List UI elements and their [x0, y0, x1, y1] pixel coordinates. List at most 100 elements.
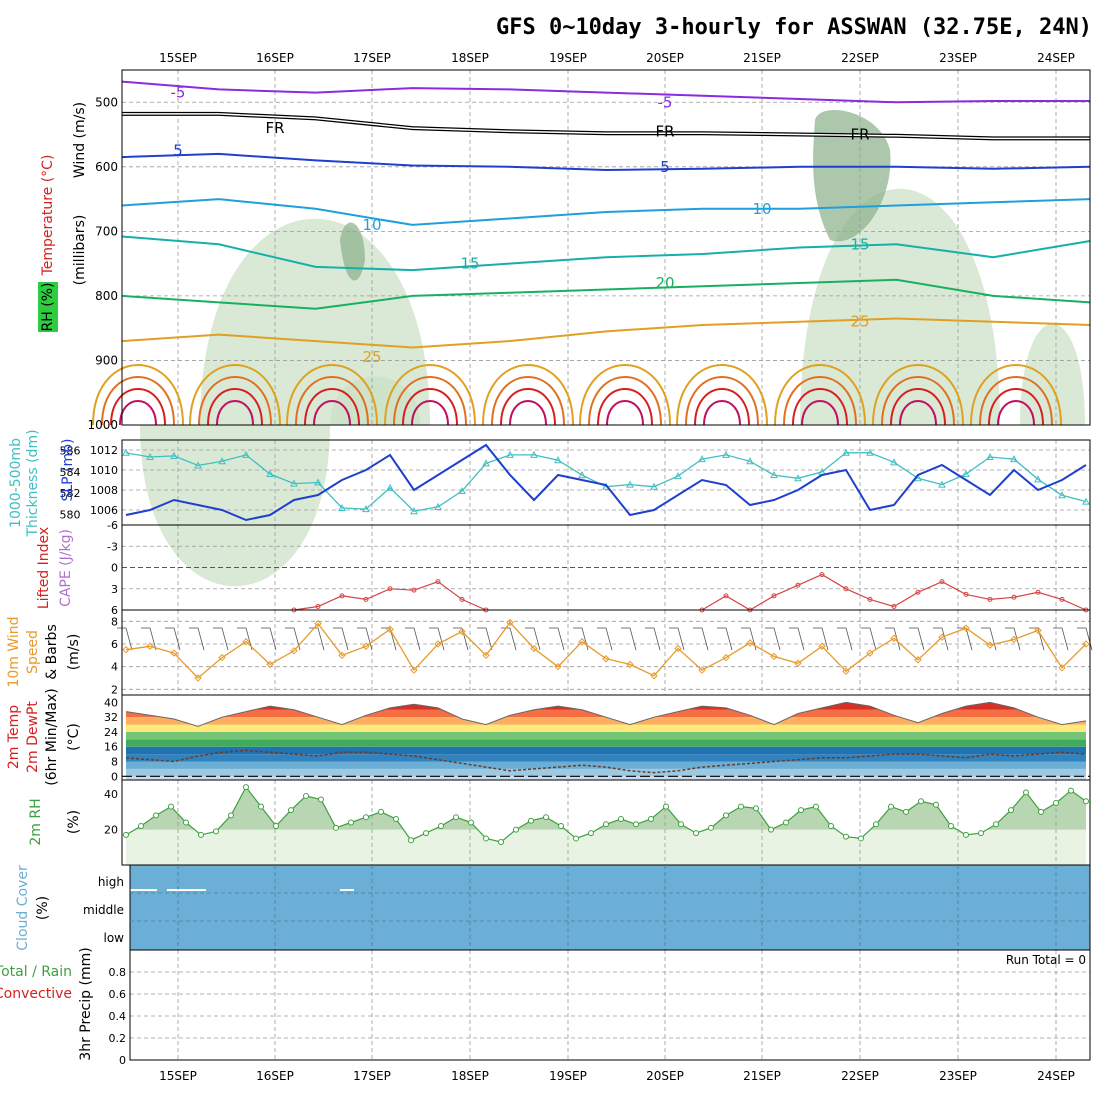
rh-point — [1023, 789, 1029, 796]
temp-line — [125, 701, 1087, 727]
contour-label: 5 — [173, 142, 183, 160]
wind-speed-point — [530, 644, 538, 653]
wind-barb — [197, 627, 205, 651]
dewpoint-line — [125, 749, 1087, 774]
rh-point — [948, 823, 954, 830]
wind-barb — [125, 627, 133, 651]
rh-point — [498, 838, 504, 845]
surface-isotherm — [703, 400, 741, 426]
rh-point — [1068, 787, 1074, 794]
x-tick-label-top: 17SEP — [353, 51, 391, 65]
x-tick-label-top: 16SEP — [256, 51, 294, 65]
surface-isotherm — [393, 376, 467, 426]
rh-point — [888, 803, 894, 810]
wind-speed-point — [410, 666, 418, 674]
lifted-index-point — [795, 582, 801, 588]
ylabel-wind-3: & Barbs — [44, 624, 60, 680]
wind-barb — [581, 627, 589, 651]
surface-isotherm — [313, 400, 351, 426]
temp-bands — [122, 695, 1090, 780]
ylabel-lifted-index: Lifted Index — [36, 527, 52, 609]
temp-band — [126, 768, 1086, 777]
wind-speed-point — [554, 662, 562, 671]
rh-point — [213, 828, 219, 835]
wind-barb — [821, 627, 829, 651]
rh-point — [993, 821, 999, 828]
rh-point — [933, 801, 939, 808]
wind-barb — [173, 627, 181, 651]
thickness-line — [125, 452, 1087, 512]
surface-isotherm — [997, 400, 1035, 426]
temp-band — [126, 761, 1086, 769]
wind-speed-point — [290, 647, 298, 655]
wind-barb — [845, 627, 853, 651]
rh-point — [288, 807, 294, 814]
thickness-point — [362, 505, 370, 513]
temp-band — [122, 695, 1090, 702]
wind-speed-point — [434, 640, 442, 648]
rh-shading — [800, 188, 1000, 425]
wind-barb — [725, 627, 733, 651]
ylabel-precip-conv: Convective — [0, 986, 72, 1002]
lifted-index-point — [987, 596, 993, 602]
thickness-point — [1058, 491, 1066, 499]
y-tick-label: 24 — [104, 726, 118, 739]
rh-point — [528, 817, 534, 824]
temp-band — [126, 709, 1086, 718]
ylabel-millibars: (millibars) — [72, 215, 88, 286]
rh-point — [1053, 800, 1059, 807]
ylabel-temp-4: (°C) — [66, 723, 82, 751]
lifted-index-point — [891, 603, 897, 609]
temp-band — [126, 754, 1086, 762]
y-tick-label: 700 — [95, 224, 118, 238]
y-tick-label: 1006 — [90, 504, 118, 517]
wind-barb — [749, 627, 757, 651]
rh-point — [408, 837, 414, 844]
cloud-level-low: low — [104, 931, 125, 945]
wind-speed-point — [938, 633, 946, 641]
wind-barb — [221, 627, 229, 651]
rh-point — [228, 812, 234, 819]
rh-point — [633, 821, 639, 828]
rh-point — [903, 808, 909, 815]
y-tick-label: 0.6 — [109, 988, 127, 1001]
wind-speed-point — [266, 660, 274, 669]
y-tick-label: 6 — [111, 638, 118, 651]
thickness-point — [722, 450, 730, 458]
wind-barb — [437, 627, 445, 651]
rh-panel: 20 40 2m RH (%) — [28, 779, 1091, 866]
cloud-panel: high middle low Cloud Cover (%) — [15, 864, 1091, 951]
thickness-point — [890, 458, 898, 466]
contour-label: 5 — [660, 158, 670, 176]
rh-point — [678, 821, 684, 828]
lifted-index-point — [363, 596, 369, 602]
surface-isotherm — [411, 400, 449, 426]
y-tick-label: 3 — [111, 583, 118, 596]
rh-point — [1038, 808, 1044, 815]
lifted-index-point — [459, 596, 465, 602]
rh-point — [573, 835, 579, 842]
rh-point — [198, 831, 204, 838]
thickness-point — [290, 479, 298, 487]
wind-speed-point — [362, 642, 370, 650]
rh-point — [603, 821, 609, 828]
cloud-cover-fill — [130, 865, 1090, 950]
surface-isotherm — [685, 376, 759, 426]
thickness-point — [458, 486, 466, 494]
wind-barb — [797, 627, 805, 651]
temp-band — [126, 731, 1086, 740]
thickness-point — [1034, 475, 1042, 483]
wind-speed-point — [122, 645, 130, 654]
wind-speed-point — [746, 639, 754, 647]
surface-isotherm — [384, 364, 476, 426]
wind-panel: 2 4 6 8 10m Wind Speed & Barbs (m/s) — [6, 609, 1093, 696]
surface-isotherm — [606, 400, 644, 426]
surface-isotherm — [295, 376, 369, 426]
lifted-index-point — [939, 579, 945, 585]
wind-speed-point — [794, 659, 802, 667]
wind-barb — [269, 627, 277, 651]
wind-barb — [965, 627, 973, 651]
y-tick-label: 584 — [60, 466, 81, 479]
thickness-point — [986, 452, 994, 460]
x-tick-label-bottom: 17SEP — [353, 1069, 391, 1083]
